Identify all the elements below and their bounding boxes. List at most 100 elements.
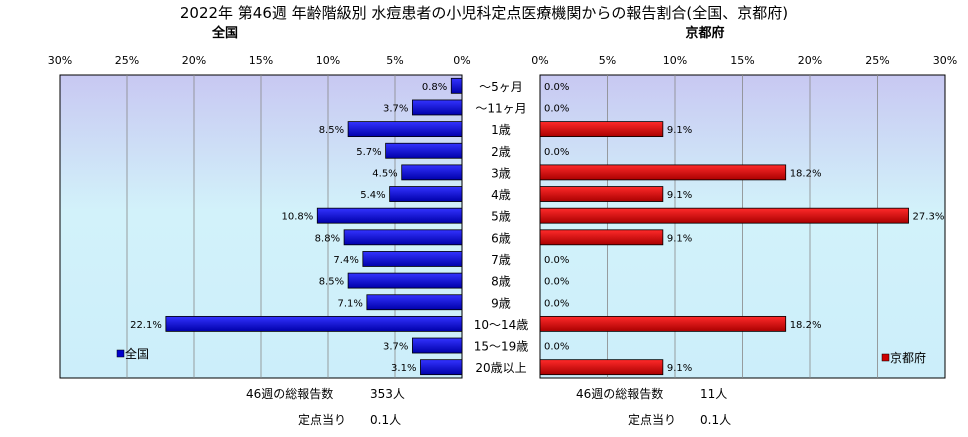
category-label: 9歳 bbox=[491, 296, 511, 310]
value-label-national: 3.7% bbox=[383, 103, 408, 114]
bars-national bbox=[165, 77, 463, 376]
value-label-kyoto: 0.0% bbox=[544, 82, 569, 93]
footer-kyoto-per-value: 0.1人 bbox=[700, 413, 731, 427]
bar-national bbox=[412, 99, 463, 116]
category-label: ～11ヶ月 bbox=[475, 101, 526, 115]
bar-national bbox=[362, 251, 463, 267]
value-label-national: 5.4% bbox=[360, 190, 385, 201]
category-label: 6歳 bbox=[491, 231, 511, 245]
value-label-kyoto: 18.2% bbox=[790, 168, 822, 179]
value-label-kyoto: 9.1% bbox=[667, 190, 692, 201]
bar-national bbox=[385, 142, 463, 159]
bar-kyoto bbox=[539, 229, 664, 246]
legend-kyoto-swatch bbox=[881, 353, 890, 362]
bar-national bbox=[347, 121, 463, 138]
bar-kyoto bbox=[539, 207, 909, 224]
category-label: 7歳 bbox=[491, 253, 511, 267]
bar-national bbox=[412, 337, 463, 354]
value-label-national: 3.7% bbox=[383, 342, 408, 353]
value-label-kyoto: 0.0% bbox=[544, 298, 569, 309]
legend-kyoto: 京都府 bbox=[881, 350, 926, 365]
value-labels-national: 0.8% 3.7% 8.5% 5.7% 4.5% 5.4% 10.8%8.8% 7.4% 8.5… bbox=[130, 82, 447, 374]
bars-kyoto bbox=[539, 121, 909, 376]
value-label-kyoto: 0.0% bbox=[544, 342, 569, 353]
bar-kyoto bbox=[539, 315, 787, 332]
value-label-kyoto: 0.0% bbox=[544, 103, 569, 114]
bar-national bbox=[347, 272, 463, 289]
x-tick-label: 20% bbox=[798, 54, 822, 67]
value-label-kyoto: 9.1% bbox=[667, 125, 692, 136]
value-label-kyoto: 18.2% bbox=[790, 320, 822, 331]
value-label-national: 8.5% bbox=[319, 125, 344, 136]
bar-kyoto bbox=[539, 186, 664, 202]
footer-national-per-label: 定点当り bbox=[298, 412, 346, 427]
x-tick-label: 10% bbox=[663, 54, 687, 67]
bar-national bbox=[165, 315, 463, 332]
x-tick-label: 0% bbox=[531, 54, 548, 67]
bar-national bbox=[420, 359, 463, 376]
bar-national bbox=[343, 229, 463, 246]
category-label: 5歳 bbox=[491, 210, 511, 224]
footer-kyoto: 46週の総報告数 11人 定点当り 0.1人 bbox=[576, 386, 731, 427]
footer-national: 46週の総報告数 353人 定点当り 0.1人 bbox=[246, 386, 405, 427]
x-tick-labels: 30% 25% 20% 15% 10% 5% 0% 0% 5% 10% 15% 20% 25% 30% bbox=[48, 54, 957, 67]
footer-national-total-value: 353人 bbox=[370, 387, 405, 401]
bar-kyoto bbox=[539, 359, 664, 376]
x-tick-label: 0% bbox=[453, 54, 470, 67]
value-labels-kyoto: 0.0% 0.0% 9.1% 0.0% 18.2% 9.1% 27.3% 9.1% 0.0% 0.… bbox=[544, 82, 944, 374]
category-labels: ～5ヶ月 ～11ヶ月 1歳 2歳 3歳 4歳 5歳 6歳 7歳 8歳 9歳 10～14歳 15～19歳 2… bbox=[474, 80, 529, 375]
footer-kyoto-per-label: 定点当り bbox=[628, 412, 676, 427]
bar-national bbox=[366, 294, 463, 311]
legend-kyoto-label: 京都府 bbox=[890, 350, 926, 365]
value-label-national: 4.5% bbox=[372, 168, 397, 179]
category-label: ～5ヶ月 bbox=[479, 80, 523, 94]
x-tick-label: 30% bbox=[48, 54, 72, 67]
left-panel-title: 全国 bbox=[211, 25, 238, 41]
bar-kyoto bbox=[539, 121, 664, 138]
x-tick-label: 5% bbox=[386, 54, 403, 67]
category-label: 15～19歳 bbox=[474, 340, 529, 354]
value-label-kyoto: 9.1% bbox=[667, 233, 692, 244]
value-label-national: 22.1% bbox=[130, 320, 162, 331]
value-label-kyoto: 0.0% bbox=[544, 255, 569, 266]
legend-national-label: 全国 bbox=[125, 346, 149, 361]
chart-title: 2022年 第46週 年齢階級別 水痘患者の小児科定点医療機関からの報告割合(全… bbox=[180, 4, 788, 22]
category-label: 4歳 bbox=[491, 188, 511, 202]
category-label: 2歳 bbox=[491, 145, 511, 159]
right-panel-title: 京都府 bbox=[685, 25, 724, 41]
value-label-national: 5.7% bbox=[356, 147, 381, 158]
bar-national bbox=[389, 186, 463, 202]
bar-kyoto bbox=[539, 164, 787, 181]
x-tick-label: 30% bbox=[933, 54, 957, 67]
value-label-kyoto: 9.1% bbox=[667, 363, 692, 374]
footer-national-total-label: 46週の総報告数 bbox=[246, 386, 333, 401]
category-label: 1歳 bbox=[491, 123, 511, 137]
value-label-national: 0.8% bbox=[422, 82, 447, 93]
footer-kyoto-total-label: 46週の総報告数 bbox=[576, 386, 663, 401]
x-tick-label: 20% bbox=[182, 54, 206, 67]
x-tick-label: 15% bbox=[249, 54, 273, 67]
value-label-national: 7.1% bbox=[337, 298, 362, 309]
bar-national bbox=[450, 77, 463, 94]
footer-national-per-value: 0.1人 bbox=[370, 413, 401, 427]
value-label-national: 10.8% bbox=[281, 212, 313, 223]
category-label: 3歳 bbox=[491, 166, 511, 180]
value-label-national: 8.8% bbox=[315, 233, 340, 244]
legend-national: 全国 bbox=[116, 346, 149, 361]
legend-national-swatch bbox=[116, 349, 125, 358]
bar-national bbox=[401, 164, 463, 181]
category-label: 10～14歳 bbox=[474, 318, 529, 332]
value-label-national: 3.1% bbox=[391, 363, 416, 374]
value-label-kyoto: 27.3% bbox=[913, 212, 945, 223]
value-label-national: 8.5% bbox=[319, 277, 344, 288]
x-tick-label: 25% bbox=[865, 54, 889, 67]
bar-national bbox=[316, 207, 463, 224]
x-tick-label: 15% bbox=[730, 54, 754, 67]
value-label-kyoto: 0.0% bbox=[544, 277, 569, 288]
x-tick-label: 10% bbox=[316, 54, 340, 67]
value-label-kyoto: 0.0% bbox=[544, 147, 569, 158]
category-label: 20歳以上 bbox=[475, 361, 526, 375]
value-label-national: 7.4% bbox=[333, 255, 358, 266]
footer-kyoto-total-value: 11人 bbox=[700, 387, 727, 401]
